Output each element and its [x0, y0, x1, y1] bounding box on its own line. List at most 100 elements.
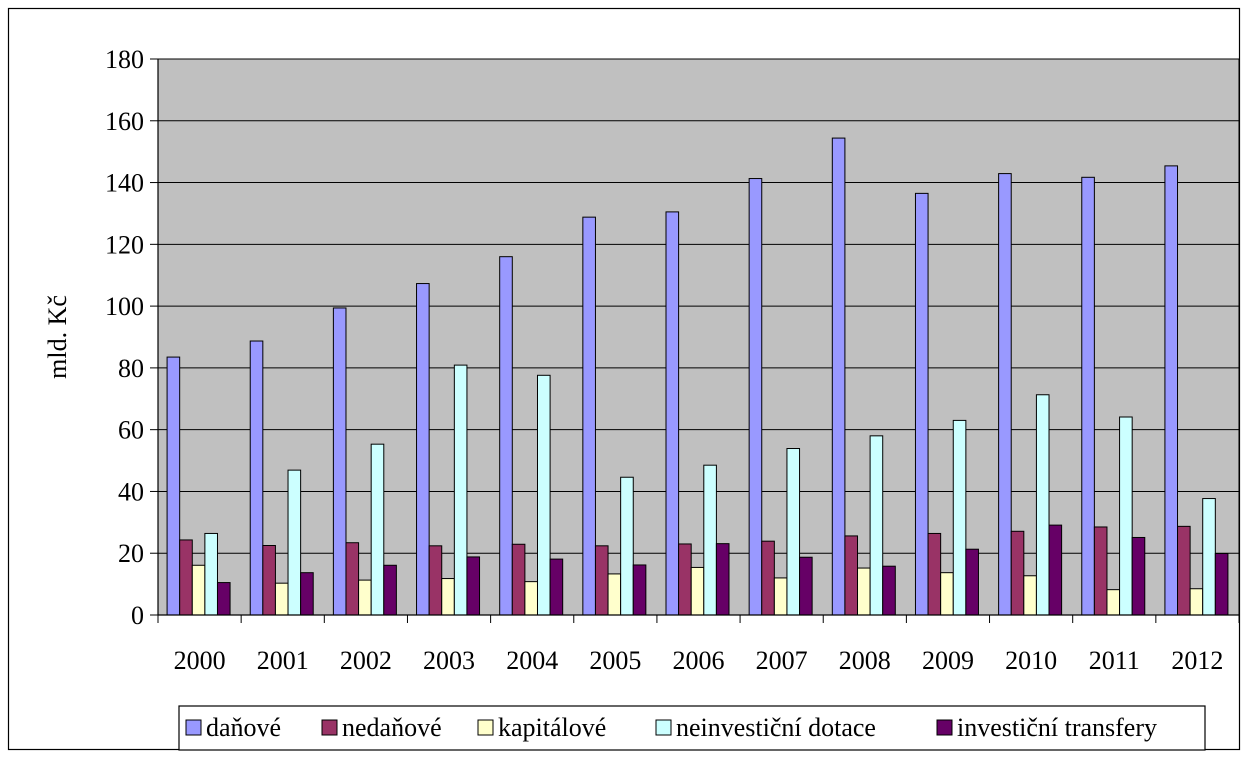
bar — [536, 374, 551, 616]
bar — [1081, 176, 1095, 616]
bar — [940, 572, 954, 616]
bar — [1189, 588, 1204, 616]
bar — [262, 545, 276, 616]
x-tick-label: 2007 — [756, 646, 808, 675]
bar — [748, 178, 763, 616]
bar — [620, 476, 634, 616]
legend-label: daňové — [206, 713, 281, 742]
y-tick-label: 60 — [118, 416, 144, 445]
bar — [499, 256, 513, 616]
bar — [1202, 498, 1216, 616]
x-tick-label: 2009 — [922, 646, 974, 675]
bar — [287, 469, 302, 616]
bar — [249, 340, 264, 616]
bar — [358, 579, 372, 616]
bar — [511, 543, 526, 616]
y-tick-label: 180 — [105, 45, 144, 74]
x-tick-label: 2003 — [423, 646, 475, 675]
x-tick-labels: 2000 2001 2002 2003 2004 2005 2006 2007 2008 2009… — [174, 646, 1224, 675]
bars — [166, 137, 1229, 616]
bar — [786, 448, 801, 616]
bar — [441, 578, 455, 616]
legend-label: kapitálové — [498, 713, 606, 742]
bar — [857, 567, 871, 616]
bar — [166, 356, 181, 616]
bar — [1106, 589, 1121, 616]
bar — [383, 564, 397, 616]
bar — [345, 542, 360, 616]
y-tick-label: 40 — [118, 477, 144, 506]
bar — [216, 582, 231, 616]
x-tick-label: 2006 — [673, 646, 725, 675]
bar — [524, 581, 538, 616]
bar — [1177, 525, 1191, 616]
legend-box — [178, 705, 1206, 751]
bar — [882, 565, 896, 616]
bar — [179, 539, 193, 616]
bar — [1093, 526, 1108, 616]
bar — [332, 307, 347, 616]
bar — [594, 545, 609, 616]
bar — [998, 173, 1012, 616]
y-tick-label: 100 — [105, 292, 144, 321]
bar — [1035, 394, 1050, 616]
bar — [632, 564, 647, 616]
bar — [773, 577, 788, 616]
x-tick-label: 2000 — [174, 646, 226, 675]
legend-label: nedaňové — [342, 713, 442, 742]
bar — [582, 216, 596, 616]
bar — [831, 137, 846, 616]
x-tick-label: 2011 — [1089, 646, 1140, 675]
axes — [150, 58, 1240, 623]
x-tick-label: 2008 — [839, 646, 891, 675]
x-tick-label: 2012 — [1171, 646, 1223, 675]
bar — [965, 548, 979, 616]
y-tick-label: 0 — [131, 601, 144, 630]
y-tick-label: 120 — [105, 230, 144, 259]
bar — [466, 556, 481, 616]
bar — [703, 464, 717, 616]
legend-swatch — [321, 719, 338, 736]
plot-area — [158, 59, 1239, 615]
bar — [1164, 165, 1179, 616]
bar — [844, 535, 859, 616]
bar — [678, 543, 692, 616]
legend-label: neinvestiční dotace — [676, 713, 876, 742]
bar — [1131, 536, 1146, 616]
bar — [715, 543, 730, 616]
y-axis-title: mld. Kč — [43, 295, 72, 379]
y-tick-label: 160 — [105, 107, 144, 136]
bar — [191, 564, 206, 616]
bar — [761, 540, 775, 616]
bar — [416, 283, 430, 616]
legend-swatch — [477, 719, 494, 736]
x-tick-label: 2005 — [589, 646, 641, 675]
x-tick-label: 2010 — [1005, 646, 1057, 675]
legend: daňové nedaňové kapitálové neinvestiční dot… — [178, 705, 1206, 751]
x-tick-label: 2002 — [340, 646, 392, 675]
x-tick-label: 2001 — [257, 646, 309, 675]
legend-swatch — [655, 719, 672, 736]
bar — [300, 572, 314, 616]
bar — [204, 532, 218, 616]
x-tick-label: 2004 — [506, 646, 558, 675]
y-tick-label: 140 — [105, 169, 144, 198]
bar — [549, 558, 564, 616]
bar — [607, 573, 622, 616]
bar — [1048, 524, 1063, 616]
bar — [665, 211, 680, 616]
y-tick-labels: 0 20 40 60 80 100 120 140 160 180 — [105, 45, 144, 630]
bar — [1023, 575, 1037, 616]
y-tick-label: 80 — [118, 354, 144, 383]
legend-swatch — [185, 719, 202, 736]
bar — [952, 419, 967, 616]
bar — [428, 545, 443, 616]
bar — [274, 582, 289, 616]
bar — [869, 435, 884, 616]
bar — [927, 532, 942, 616]
bar — [453, 364, 468, 616]
bar — [690, 566, 705, 616]
legend-swatch — [936, 719, 953, 736]
